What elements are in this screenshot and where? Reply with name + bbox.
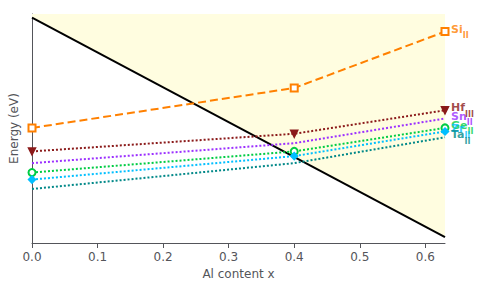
svg-text:II: II [463, 31, 469, 40]
svg-text:Si: Si [451, 23, 463, 36]
svg-text:0.0: 0.0 [22, 250, 41, 264]
svg-text:0.2: 0.2 [154, 250, 173, 264]
svg-text:II: II [465, 137, 471, 146]
svg-text:II: II [467, 118, 473, 127]
svg-text:Energy (eV): Energy (eV) [7, 93, 21, 164]
svg-text:0.3: 0.3 [219, 250, 238, 264]
svg-text:Al content x: Al content x [202, 267, 274, 281]
svg-text:Ta: Ta [451, 128, 465, 141]
svg-text:0.4: 0.4 [285, 250, 304, 264]
svg-text:0.5: 0.5 [350, 250, 369, 264]
svg-text:0.6: 0.6 [416, 250, 435, 264]
svg-text:0.1: 0.1 [88, 250, 107, 264]
